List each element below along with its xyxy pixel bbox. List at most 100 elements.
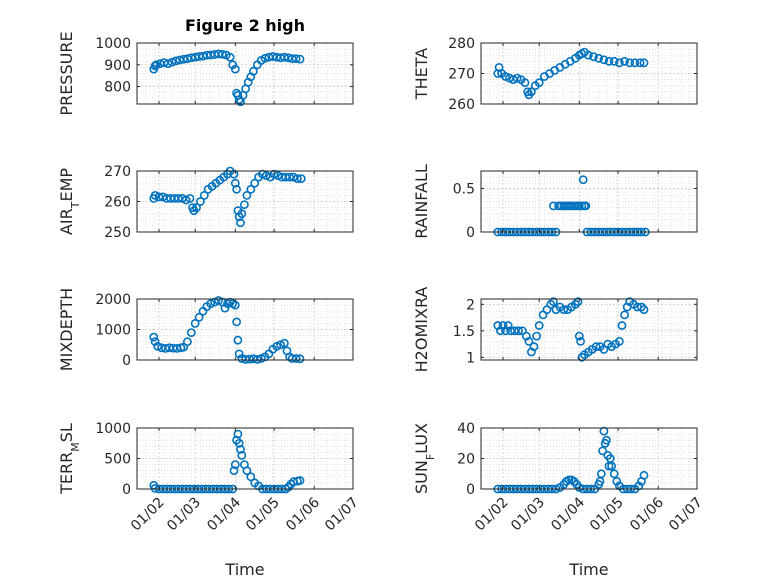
data-point [612,476,622,486]
data-point [549,297,558,307]
y-axis-label: SUNFLUX [412,423,437,494]
data-point [233,335,243,345]
data-point [512,73,522,83]
data-point [532,331,541,341]
data-point [261,171,271,180]
x-ticks [502,299,698,360]
data-point [246,472,256,482]
data-point [220,303,230,313]
data-point [617,321,627,330]
series [493,47,649,100]
data-point [167,57,177,67]
data-point [260,53,270,63]
data-point [598,446,607,456]
data-point [199,190,209,200]
data-point [279,52,289,62]
y-tick-label: 250 [104,225,131,241]
data-point [228,60,238,70]
data-point [591,342,601,352]
data-point [520,78,530,88]
data-point [295,354,305,364]
y-axis-label: AIRTEMP [57,168,82,235]
data-point [285,172,294,182]
y-ticks: 00.5 [453,181,697,241]
x-ticks [158,43,354,104]
data-point [289,172,298,182]
data-point [150,337,160,347]
data-point [250,178,260,188]
y-tick-label: 2 [466,297,475,313]
data-point [493,69,503,78]
data-point [577,201,587,211]
figure-title: Figure 2 high [185,16,305,35]
y-tick-label: 280 [448,36,475,52]
grid-major [481,43,697,104]
data-point [574,331,584,341]
y-tick-label: 500 [104,452,131,468]
data-point [291,54,301,64]
data-point [182,54,192,64]
grid-major [137,428,353,489]
y-axis-label: MIXDEPTH [57,288,76,371]
data-point [195,197,205,206]
data-point [153,341,163,351]
data-point [192,203,201,212]
data-point [233,429,243,439]
data-point [291,354,301,363]
data-point [576,336,585,346]
data-point [630,58,640,68]
data-point [242,190,252,200]
subplot-1: 800 900 1000 PRESSURE [57,31,354,116]
y-tick-label: 2000 [95,292,131,308]
data-point [559,305,569,314]
series [493,297,649,362]
y-tick-label: 1000 [95,36,131,52]
data-point [637,302,646,312]
y-tick-label: 900 [104,58,131,74]
data-point [635,58,645,68]
data-point [596,469,606,479]
data-point [524,336,534,346]
data-point [185,193,195,203]
data-point [514,326,523,336]
data-point [246,184,256,194]
x-ticks [158,299,354,360]
axes-box [480,298,698,361]
data-point [163,59,173,69]
data-point [571,299,580,309]
y-tick-label: 0 [122,482,131,498]
data-point [150,61,160,71]
data-point [573,297,583,307]
y-ticks: 0 20 40 [457,421,697,498]
y-axis-label: PRESSURE [57,31,76,115]
grid [481,171,697,232]
data-point [194,312,204,322]
data-point [534,78,544,88]
axes-box [136,42,354,105]
data-point [578,175,588,185]
data-point [577,352,587,362]
y-tick-label: 0 [466,482,475,498]
grid-major [481,428,697,489]
data-point [574,483,584,492]
data-point [292,174,302,183]
data-point [206,299,216,308]
y-tick-label: 270 [448,67,475,83]
data-point [173,193,183,203]
y-tick-label: 40 [457,421,475,437]
data-point [232,184,241,194]
y-axis-label: TERRMSL [57,423,82,495]
grid-major [137,299,353,360]
data-point [242,466,252,476]
data-point [527,87,536,97]
x-axis-label-right: Time [568,560,608,579]
data-point [609,56,619,66]
data-point [594,53,604,63]
data-point [639,470,649,480]
y-tick-label: 270 [104,164,131,180]
data-point [252,354,262,364]
data-point [171,56,181,66]
subplot-3: 250 260 270 AIRTEMP [57,164,354,241]
y-tick-label: 1 [466,350,475,366]
